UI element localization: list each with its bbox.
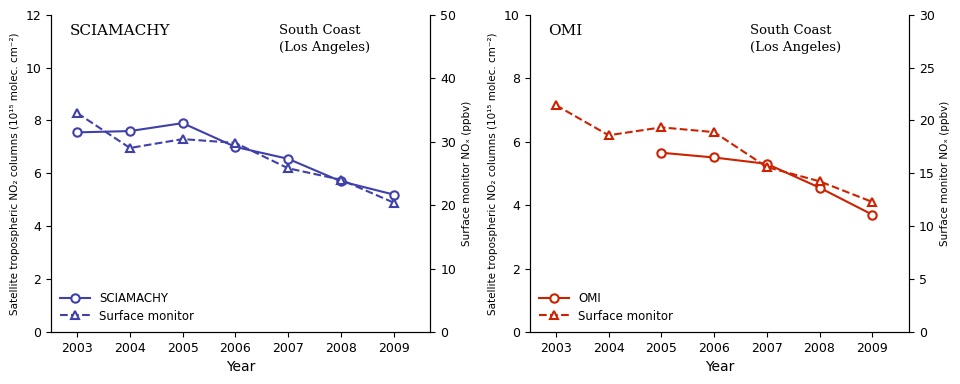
- Surface monitor: [814, 179, 826, 184]
- Legend: OMI, Surface monitor: OMI, Surface monitor: [536, 288, 677, 326]
- Line: Surface monitor: Surface monitor: [73, 109, 397, 207]
- OMI: [814, 185, 826, 190]
- Y-axis label: Satellite tropospheric NO₂ columns (10¹⁵ molec. cm⁻²): Satellite tropospheric NO₂ columns (10¹⁵…: [10, 32, 20, 314]
- Surface monitor: [388, 200, 399, 205]
- Legend: SCIAMACHY, Surface monitor: SCIAMACHY, Surface monitor: [57, 288, 198, 326]
- Surface monitor: [229, 141, 241, 145]
- X-axis label: Year: Year: [705, 360, 734, 374]
- Text: OMI: OMI: [548, 24, 583, 38]
- Surface monitor: [335, 177, 347, 182]
- Surface monitor: [867, 200, 878, 204]
- Text: South Coast
(Los Angeles): South Coast (Los Angeles): [278, 24, 370, 54]
- Line: Surface monitor: Surface monitor: [552, 101, 876, 206]
- OMI: [656, 151, 667, 155]
- OMI: [761, 162, 773, 166]
- SCIAMACHY: [177, 121, 188, 126]
- Surface monitor: [761, 165, 773, 169]
- Surface monitor: [124, 146, 135, 150]
- Line: SCIAMACHY: SCIAMACHY: [73, 119, 397, 199]
- SCIAMACHY: [282, 157, 294, 161]
- Surface monitor: [177, 137, 188, 141]
- Surface monitor: [603, 133, 614, 137]
- Text: SCIAMACHY: SCIAMACHY: [70, 24, 170, 38]
- OMI: [867, 212, 878, 217]
- SCIAMACHY: [229, 145, 241, 149]
- SCIAMACHY: [71, 130, 83, 135]
- Y-axis label: Satellite tropospheric NO₂ columns (10¹⁵ molec. cm⁻²): Satellite tropospheric NO₂ columns (10¹⁵…: [489, 32, 498, 314]
- Surface monitor: [656, 125, 667, 130]
- OMI: [708, 155, 720, 160]
- Y-axis label: Surface monitor NOₓ (ppbv): Surface monitor NOₓ (ppbv): [940, 101, 950, 246]
- SCIAMACHY: [124, 129, 135, 133]
- Y-axis label: Surface monitor NOₓ (ppbv): Surface monitor NOₓ (ppbv): [462, 101, 471, 246]
- Surface monitor: [71, 111, 83, 115]
- Surface monitor: [282, 166, 294, 170]
- Line: OMI: OMI: [658, 149, 876, 219]
- Text: South Coast
(Los Angeles): South Coast (Los Angeles): [750, 24, 841, 54]
- X-axis label: Year: Year: [226, 360, 255, 374]
- SCIAMACHY: [335, 179, 347, 184]
- Surface monitor: [550, 103, 562, 108]
- SCIAMACHY: [388, 192, 399, 197]
- Surface monitor: [708, 130, 720, 134]
